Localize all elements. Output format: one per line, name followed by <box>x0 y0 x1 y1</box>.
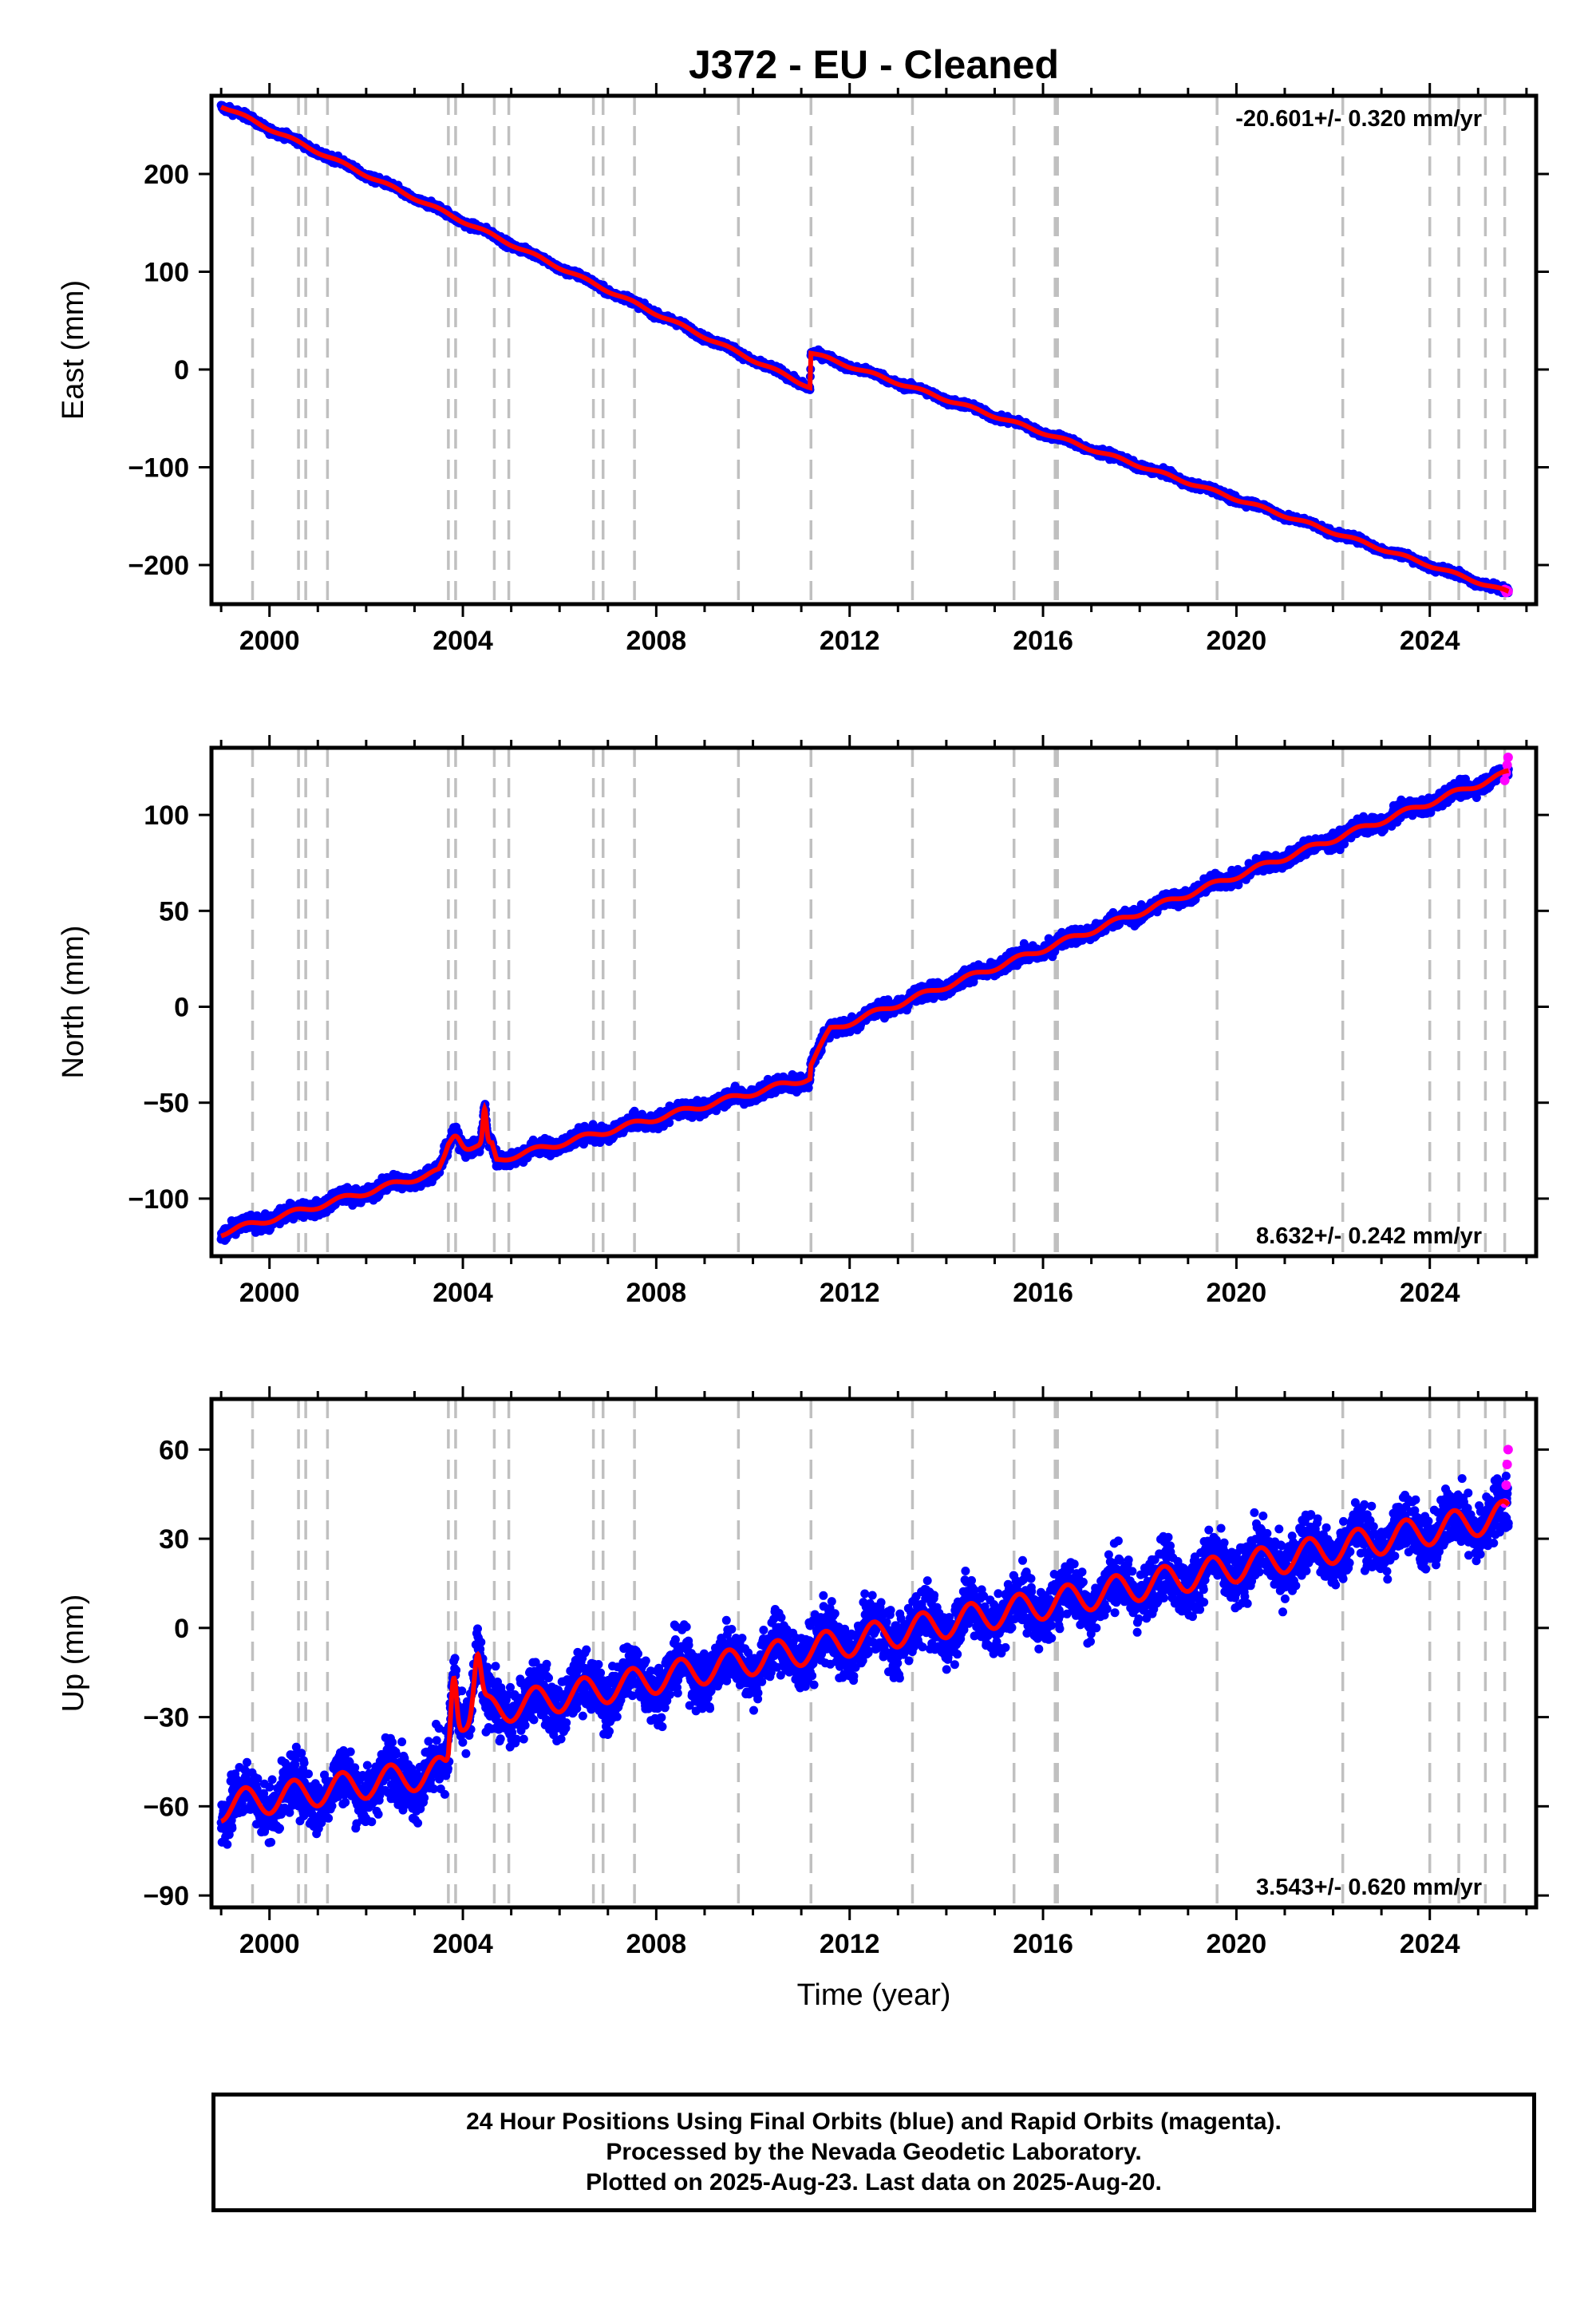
x-tick-label: 2012 <box>820 626 880 656</box>
north-final-orbit-points <box>216 762 1513 1245</box>
y-tick-label: 100 <box>144 800 189 831</box>
north-plot-frame <box>209 745 1539 1259</box>
east-final-orbit-points <box>216 101 1513 598</box>
x-tick-label: 2008 <box>626 626 687 656</box>
y-tick-label: 0 <box>174 355 189 385</box>
up-final-orbit-points <box>216 1472 1513 1849</box>
y-tick-label: 0 <box>174 1614 189 1644</box>
footer-line-orbits: 24 Hour Positions Using Final Orbits (bl… <box>466 2109 1282 2135</box>
y-tick-label: −100 <box>128 453 189 484</box>
x-tick-label: 2016 <box>1013 626 1073 656</box>
rapid-orbit-point <box>1503 1445 1513 1455</box>
east-rate-label: -20.601+/- 0.320 mm/yr <box>1235 106 1482 132</box>
y-tick-label: 100 <box>144 258 189 288</box>
east-x-ticks: 2000 2004 2008 2012 2016 2020 2024 <box>219 83 1528 656</box>
x-tick-label: 2024 <box>1400 1929 1460 1959</box>
y-tick-label: 200 <box>144 160 189 190</box>
rapid-orbit-point <box>1502 1459 1512 1469</box>
x-tick-label: 2000 <box>239 1278 300 1308</box>
y-tick-label: 0 <box>174 993 189 1023</box>
up-panel: 2000 2004 2008 2012 2016 2020 2024 −90 −60 −30 0 3… <box>57 1386 1549 1959</box>
x-tick-label: 2008 <box>626 1278 687 1308</box>
y-tick-label: −200 <box>128 551 189 581</box>
x-tick-label: 2016 <box>1013 1278 1073 1308</box>
rapid-orbit-point <box>1502 760 1512 770</box>
east-y-ticks: −200 −100 0 100 200 <box>128 160 1549 581</box>
east-panel: 2000 2004 2008 2012 2016 2020 2024 −200 −100 0 10… <box>57 83 1549 656</box>
north-rate-label: 8.632+/- 0.242 mm/yr <box>1256 1223 1482 1249</box>
x-tick-label: 2000 <box>239 1929 300 1959</box>
up-x-ticks: 2000 2004 2008 2012 2016 2020 2024 <box>219 1386 1528 1959</box>
up-step-lines <box>251 1399 1507 1907</box>
x-axis-label: Time (year) <box>797 1978 951 2012</box>
x-tick-label: 2020 <box>1207 1929 1267 1959</box>
footer-info-box: 24 Hour Positions Using Final Orbits (bl… <box>211 2093 1536 2212</box>
x-tick-label: 2004 <box>433 626 493 656</box>
footer-line-plotted: Plotted on 2025-Aug-23. Last data on 202… <box>586 2169 1162 2195</box>
y-tick-label: 30 <box>159 1524 189 1555</box>
footer-line-processed: Processed by the Nevada Geodetic Laborat… <box>606 2139 1142 2165</box>
x-tick-label: 2012 <box>820 1929 880 1959</box>
final-orbit-point-cloud <box>216 1472 1513 1849</box>
east-plot-frame <box>209 93 1539 607</box>
final-orbit-point-cloud <box>216 762 1513 1245</box>
x-tick-label: 2020 <box>1207 626 1267 656</box>
y-tick-label: 60 <box>159 1435 189 1465</box>
y-tick-label: −90 <box>143 1881 189 1911</box>
north-y-ticks: −100 −50 0 50 100 <box>128 800 1549 1215</box>
x-tick-label: 2016 <box>1013 1929 1073 1959</box>
x-tick-label: 2024 <box>1400 1278 1460 1308</box>
y-tick-label: −30 <box>143 1703 189 1733</box>
rapid-orbit-point <box>1501 1480 1511 1491</box>
y-tick-label: −100 <box>128 1184 189 1215</box>
y-tick-label: −50 <box>143 1089 189 1119</box>
x-tick-label: 2024 <box>1400 626 1460 656</box>
x-tick-label: 2004 <box>433 1929 493 1959</box>
y-tick-label: 50 <box>159 896 189 927</box>
up-model-line <box>220 1499 1511 1824</box>
up-rate-label: 3.543+/- 0.620 mm/yr <box>1256 1875 1482 1900</box>
x-tick-label: 2020 <box>1207 1278 1267 1308</box>
up-y-ticks: −90 −60 −30 0 30 60 <box>143 1435 1549 1911</box>
up-plot-frame <box>209 1397 1539 1910</box>
rapid-orbit-point <box>1503 753 1513 763</box>
east-y-axis-label: East (mm) <box>57 280 90 420</box>
x-tick-label: 2004 <box>433 1278 493 1308</box>
north-model-line <box>220 768 1509 1239</box>
north-panel: 2000 2004 2008 2012 2016 2020 2024 −100 −50 0 50 1… <box>57 735 1549 1308</box>
y-tick-label: −60 <box>143 1792 189 1822</box>
x-tick-label: 2008 <box>626 1929 687 1959</box>
east-model-line <box>219 105 1510 594</box>
north-y-axis-label: North (mm) <box>57 925 90 1078</box>
final-orbit-point-cloud <box>216 101 1513 598</box>
x-tick-label: 2000 <box>239 626 300 656</box>
x-tick-label: 2012 <box>820 1278 880 1308</box>
north-step-lines <box>251 748 1507 1256</box>
up-y-axis-label: Up (mm) <box>57 1595 90 1713</box>
north-x-ticks: 2000 2004 2008 2012 2016 2020 2024 <box>219 735 1528 1308</box>
chart-title: J372 - EU - Cleaned <box>689 42 1059 87</box>
rapid-orbit-point <box>1499 775 1510 785</box>
